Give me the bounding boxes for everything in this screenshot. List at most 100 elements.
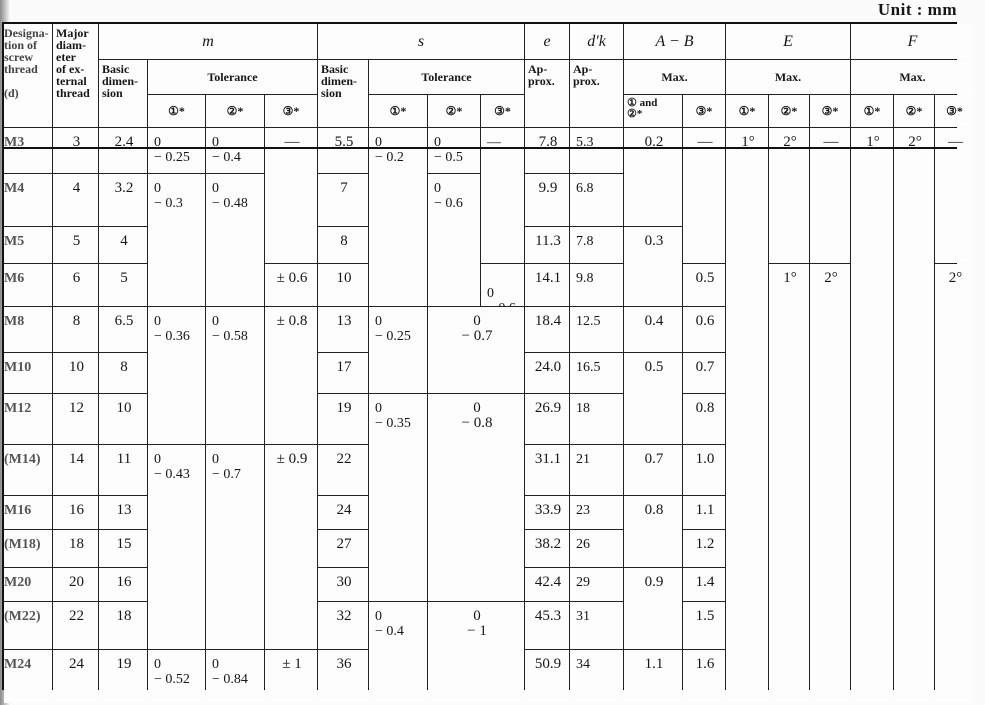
cell-F2: 2°: [894, 128, 934, 703]
cell-m-tol3: ± 0.8: [265, 307, 317, 444]
cell-major-diameter: 10: [53, 353, 98, 393]
cell-e: 14.1: [525, 264, 569, 306]
cell-dk: 5.3: [570, 128, 623, 173]
header-e-approx: Ap- prox.: [525, 60, 569, 127]
header-ab-max: Max.: [624, 60, 725, 94]
cell-designation: M16: [4, 496, 52, 529]
cell-ab12: 0.2: [624, 128, 682, 226]
cell-m-tol3: ± 1: [265, 650, 317, 703]
cell-s-basic: 7: [318, 174, 368, 226]
cell-ab3: 1.5: [683, 602, 725, 649]
cell-m-tol1: 0 − 0.25: [148, 128, 205, 173]
cell-s-tol2: 0 − 0.5: [428, 128, 480, 173]
cell-m-basic: 3.2: [99, 174, 147, 226]
cell-m-tol1: 0 − 0.43: [148, 445, 205, 649]
cell-m-basic: 19: [99, 650, 147, 703]
cell-m-tol2: 0 − 0.7: [206, 445, 264, 649]
cell-s-basic: 22: [318, 445, 368, 495]
header-divider: [2, 147, 957, 149]
cell-dk: 23: [570, 496, 623, 529]
cell-major-diameter: 16: [53, 496, 98, 529]
cell-s-tol3: —: [481, 128, 524, 263]
cell-designation: M20: [4, 568, 52, 601]
cell-s-tol3: 0 − 0.6: [481, 264, 524, 306]
cell-m-tol2: 0 − 0.84: [206, 650, 264, 703]
cell-m-tol1: 0 − 0.3: [148, 174, 205, 306]
cell-major-diameter: 12: [53, 394, 98, 444]
cell-m-tol1: 0 − 0.36: [148, 307, 205, 444]
cell-s-tol1: 0 − 0.35: [369, 394, 427, 601]
cell-e: 11.3: [525, 227, 569, 263]
header-E-3: ③*: [810, 95, 850, 127]
cell-ab3: 1.2: [683, 530, 725, 567]
cell-designation: M8: [4, 307, 52, 352]
cell-E2: 2°: [769, 128, 809, 263]
cell-e: 50.9: [525, 650, 569, 703]
cell-major-diameter: 24: [53, 650, 98, 703]
header-s-tol-1: ①*: [369, 95, 427, 127]
cell-m-basic: 18: [99, 602, 147, 649]
header-m-tol-3: ③*: [265, 95, 317, 127]
cell-s-basic: 5.5: [318, 128, 368, 173]
cell-e: 42.4: [525, 568, 569, 601]
header-s: s: [318, 24, 524, 59]
cell-m-basic: 15: [99, 530, 147, 567]
cell-designation: M10: [4, 353, 52, 393]
cell-s-basic: 24: [318, 496, 368, 529]
cell-m-basic: 11: [99, 445, 147, 495]
header-m-tol-1: ①*: [148, 95, 205, 127]
cell-E2: 1°: [769, 264, 809, 703]
cell-major-diameter: 6: [53, 264, 98, 306]
cell-F1: 1°: [851, 128, 893, 703]
cell-e: 33.9: [525, 496, 569, 529]
header-F-2: ②*: [894, 95, 934, 127]
cell-s-basic: 30: [318, 568, 368, 601]
cell-dk: 29: [570, 568, 623, 601]
cell-designation: M5: [4, 227, 52, 263]
header-major-diameter: Major diam- eter of ex- ternal thread: [53, 24, 98, 127]
cell-m-basic: 13: [99, 496, 147, 529]
header-ab-1-and-2: ① and ②*: [624, 95, 682, 127]
cell-major-diameter: 3: [53, 128, 98, 173]
cell-s-basic: 27: [318, 530, 368, 567]
cell-dk: 26: [570, 530, 623, 567]
header-m-basic: Basic dimen- sion: [99, 60, 147, 127]
cell-s-tol23: 0 − 0.7: [428, 307, 524, 393]
cell-F3: —: [935, 128, 974, 263]
cell-s-tol23: 0 − 1: [428, 602, 524, 703]
cell-E3: 2°: [810, 264, 850, 703]
header-m-tolerance: Tolerance: [148, 60, 317, 94]
cell-designation: M24: [4, 650, 52, 703]
cell-dk: 12.5: [570, 307, 623, 352]
cell-e: 18.4: [525, 307, 569, 352]
cell-ab12: 0.8: [624, 496, 682, 567]
cell-F3: 2°: [935, 264, 974, 703]
cell-m-tol2: 0 − 0.4: [206, 128, 264, 173]
header-s-tol-3: ③*: [481, 95, 524, 127]
header-ab-3: ③*: [683, 95, 725, 127]
cell-m-basic: 10: [99, 394, 147, 444]
cell-s-basic: 10: [318, 264, 368, 306]
header-E: E: [726, 24, 850, 59]
cell-dk: 18: [570, 394, 623, 444]
cell-designation: M4: [4, 174, 52, 226]
cell-m-basic: 8: [99, 353, 147, 393]
cell-m-basic: 5: [99, 264, 147, 306]
cell-e: 31.1: [525, 445, 569, 495]
header-dk-approx: Ap- prox.: [570, 60, 623, 127]
cell-s-tol1: 0 − 0.4: [369, 602, 427, 703]
cell-designation: M12: [4, 394, 52, 444]
cell-m-basic: 2.4: [99, 128, 147, 173]
cell-m-tol3: ± 0.6: [265, 264, 317, 306]
cell-ab12: 0.9: [624, 568, 682, 649]
cell-major-diameter: 5: [53, 227, 98, 263]
header-E-2: ②*: [769, 95, 809, 127]
header-E-max: Max.: [726, 60, 850, 94]
cell-ab12: 0.4: [624, 307, 682, 352]
cell-s-tol2: 0 − 0.6: [428, 174, 480, 306]
cell-ab3: 1.1: [683, 496, 725, 529]
cell-major-diameter: 22: [53, 602, 98, 649]
cell-ab3: —: [683, 128, 725, 263]
cell-e: 24.0: [525, 353, 569, 393]
cell-m-tol2: 0 − 0.48: [206, 174, 264, 306]
